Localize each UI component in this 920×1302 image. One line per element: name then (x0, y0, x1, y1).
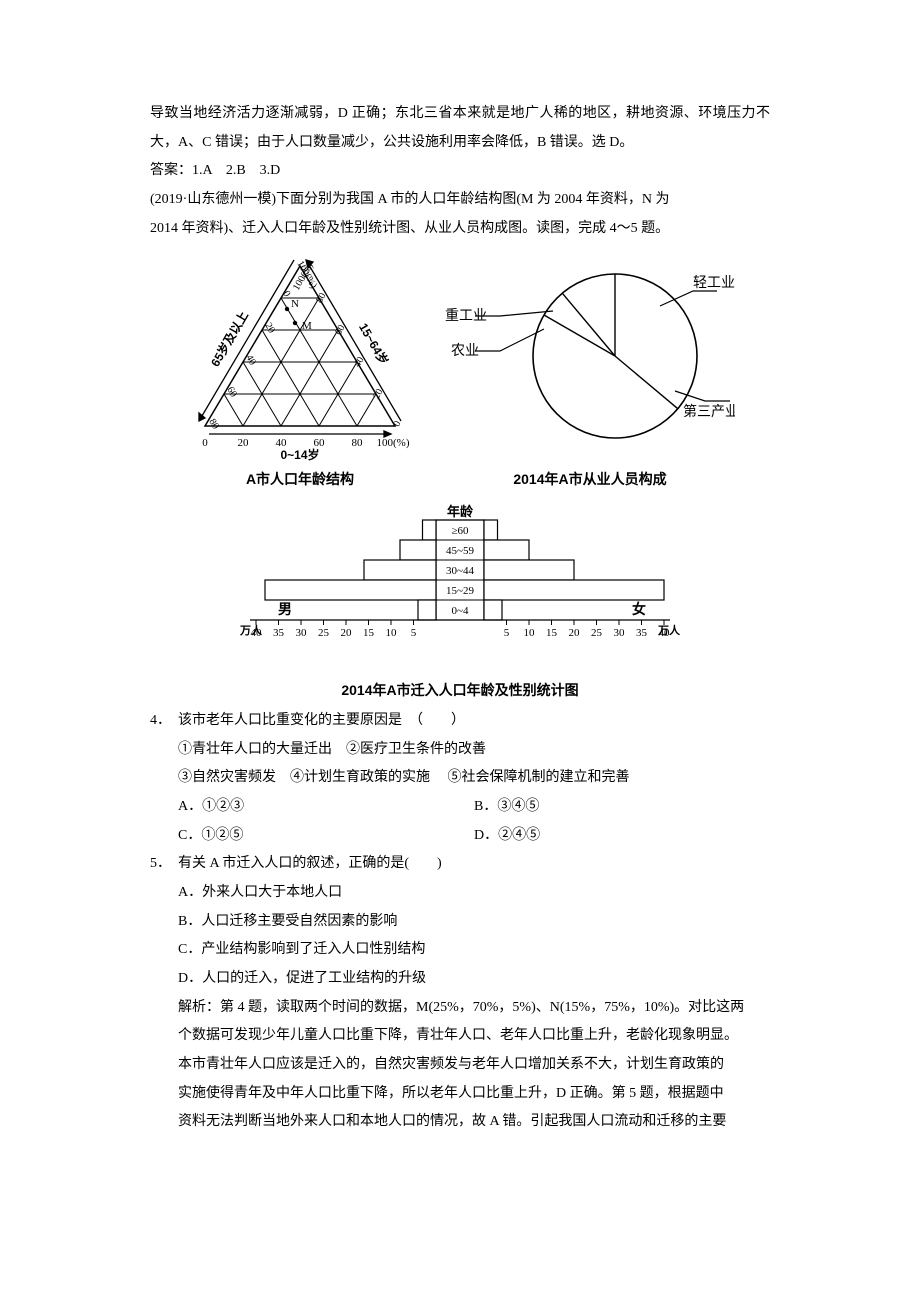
svg-text:100(%): 100(%) (377, 437, 410, 449)
triangle-svg: 0 20 40 60 80 100(%) 0 20 40 60 80 100(%… (185, 251, 415, 461)
svg-text:15~29: 15~29 (446, 585, 474, 597)
svg-text:10: 10 (524, 627, 536, 639)
svg-text:80: 80 (352, 437, 364, 449)
q4-optC: C．①②⑤ (178, 822, 474, 851)
svg-text:45~59: 45~59 (446, 545, 474, 557)
pyramid-figure: 年龄 ≥60 45~59 30~44 15~29 0~4 (220, 502, 700, 705)
answer-line-1-3: 答案：1.A 2.B 3.D (150, 157, 770, 186)
q4-choices-line1: ①青壮年人口的大量迁出 ②医疗卫生条件的改善 (178, 736, 770, 765)
svg-text:35: 35 (273, 627, 285, 639)
svg-text:重工业: 重工业 (445, 308, 487, 324)
svg-text:15: 15 (363, 627, 375, 639)
svg-text:万人: 万人 (657, 623, 681, 637)
svg-text:25: 25 (591, 627, 603, 639)
q4-choices-line2: ③自然灾害频发 ④计划生育政策的实施 ⑤社会保障机制的建立和完善 (178, 764, 770, 793)
explain-l1: 解析：第 4 题，读取两个时间的数据，M(25%，70%，5%)、N(15%，7… (178, 994, 770, 1023)
svg-text:15: 15 (546, 627, 558, 639)
svg-text:万人: 万人 (239, 623, 263, 637)
triangle-figure: 0 20 40 60 80 100(%) 0 20 40 60 80 100(%… (185, 251, 415, 494)
explain-l4: 实施使得青年及中年人口比重下降，所以老年人口比重上升，D 正确。第 5 题，根据… (178, 1080, 770, 1109)
svg-text:年龄: 年龄 (447, 504, 474, 519)
q4-optA: A．①②③ (178, 793, 474, 822)
svg-text:M: M (302, 320, 312, 332)
svg-text:30: 30 (614, 627, 626, 639)
q5-optB: B．人口迁移主要受自然因素的影响 (178, 908, 770, 937)
svg-text:20: 20 (341, 627, 353, 639)
svg-text:30~44: 30~44 (446, 565, 474, 577)
explain-l5: 资料无法判断当地外来人口和本地人口的情况，故 A 错。引起我国人口流动和迁移的主… (178, 1108, 770, 1137)
svg-text:女: 女 (632, 601, 646, 617)
pyramid-svg: 年龄 ≥60 45~59 30~44 15~29 0~4 (220, 502, 700, 672)
pie-caption: 2014年A市从业人员构成 (513, 465, 666, 494)
q4-optD: D．②④⑤ (474, 822, 770, 851)
svg-text:25: 25 (318, 627, 330, 639)
svg-text:30: 30 (296, 627, 308, 639)
q5-optA: A．外来人口大于本地人口 (178, 879, 770, 908)
figure-row-2: 年龄 ≥60 45~59 30~44 15~29 0~4 (150, 502, 770, 705)
q4-number: 4． (150, 707, 178, 850)
svg-text:0: 0 (202, 437, 208, 449)
svg-text:5: 5 (504, 627, 510, 639)
svg-text:20: 20 (238, 437, 250, 449)
q4: 4． 该市老年人口比重变化的主要原因是 （ ） ①青壮年人口的大量迁出 ②医疗卫… (150, 707, 770, 850)
intro-para-2a: (2019·山东德州一模)下面分别为我国 A 市的人口年龄结构图(M 为 200… (150, 186, 770, 215)
pyramid-caption: 2014年A市迁入人口年龄及性别统计图 (341, 676, 578, 705)
svg-text:男: 男 (278, 601, 292, 617)
q4-optB: B．③④⑤ (474, 793, 770, 822)
svg-text:N: N (291, 298, 299, 310)
figure-row-1: 0 20 40 60 80 100(%) 0 20 40 60 80 100(%… (150, 251, 770, 494)
pie-svg: 轻工业 第三产业 农业 重工业 (445, 261, 735, 461)
intro-para-1: 导致当地经济活力逐渐减弱，D 正确；东北三省本来就是地广人稀的地区，耕地资源、环… (150, 100, 770, 157)
explain-l2: 个数据可发现少年儿童人口比重下降，青壮年人口、老年人口比重上升，老龄化现象明显。 (178, 1022, 770, 1051)
svg-text:0~14岁: 0~14岁 (280, 447, 319, 461)
explain-l3: 本市青壮年人口应该是迁入的，自然灾害频发与老年人口增加关系不大，计划生育政策的 (178, 1051, 770, 1080)
q5-stem: 有关 A 市迁入人口的叙述，正确的是( ) (178, 850, 770, 879)
svg-text:第三产业: 第三产业 (683, 403, 735, 420)
intro-para-2b: 2014 年资料)、迁入人口年龄及性别统计图、从业人员构成图。读图，完成 4～5… (150, 215, 770, 244)
q5-optC: C．产业结构影响到了迁入人口性别结构 (178, 936, 770, 965)
q5-optD: D．人口的迁入，促进了工业结构的升级 (178, 965, 770, 994)
pie-figure: 轻工业 第三产业 农业 重工业 2014年A市从业人员构成 (445, 261, 735, 494)
svg-text:35: 35 (636, 627, 648, 639)
q5-number: 5． (150, 850, 178, 1137)
svg-text:20: 20 (569, 627, 581, 639)
svg-text:10: 10 (386, 627, 398, 639)
q5: 5． 有关 A 市迁入人口的叙述，正确的是( ) A．外来人口大于本地人口 B．… (150, 850, 770, 1137)
svg-text:0~4: 0~4 (452, 605, 469, 617)
q4-stem: 该市老年人口比重变化的主要原因是 （ ） (178, 707, 770, 736)
svg-text:农业: 农业 (451, 343, 479, 359)
triangle-caption: A市人口年龄结构 (246, 465, 354, 494)
svg-text:5: 5 (411, 627, 417, 639)
svg-text:≥60: ≥60 (451, 525, 469, 537)
svg-text:轻工业: 轻工业 (693, 275, 735, 291)
svg-text:0: 0 (392, 419, 404, 429)
